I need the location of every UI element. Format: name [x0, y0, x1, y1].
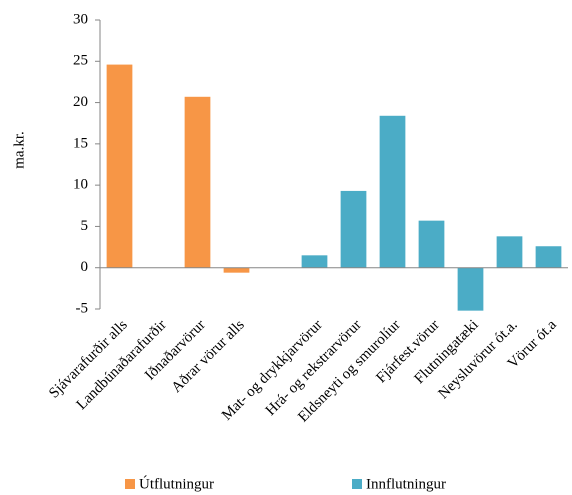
- y-axis-label: ma.kr.: [11, 131, 27, 169]
- bar: [379, 115, 406, 268]
- bar: [535, 246, 562, 268]
- y-tick-label: 30: [73, 11, 88, 27]
- bar: [340, 190, 367, 268]
- legend-swatch: [125, 479, 135, 489]
- y-tick-label: -5: [76, 300, 89, 316]
- y-tick-label: 10: [73, 177, 88, 193]
- bar: [301, 255, 328, 268]
- bar: [457, 267, 484, 311]
- bar: [496, 236, 523, 268]
- legend-swatch: [352, 479, 362, 489]
- y-tick-label: 20: [73, 94, 88, 110]
- y-tick-label: 15: [73, 135, 88, 151]
- bar: [106, 64, 133, 268]
- bar: [184, 96, 211, 268]
- y-tick-label: 0: [81, 259, 89, 275]
- legend-label: Innflutningur: [366, 476, 446, 492]
- y-tick-label: 25: [73, 53, 88, 69]
- y-tick-label: 5: [81, 218, 89, 234]
- legend-label: Útflutningur: [139, 475, 214, 492]
- bar: [223, 267, 250, 273]
- bar: [418, 220, 445, 268]
